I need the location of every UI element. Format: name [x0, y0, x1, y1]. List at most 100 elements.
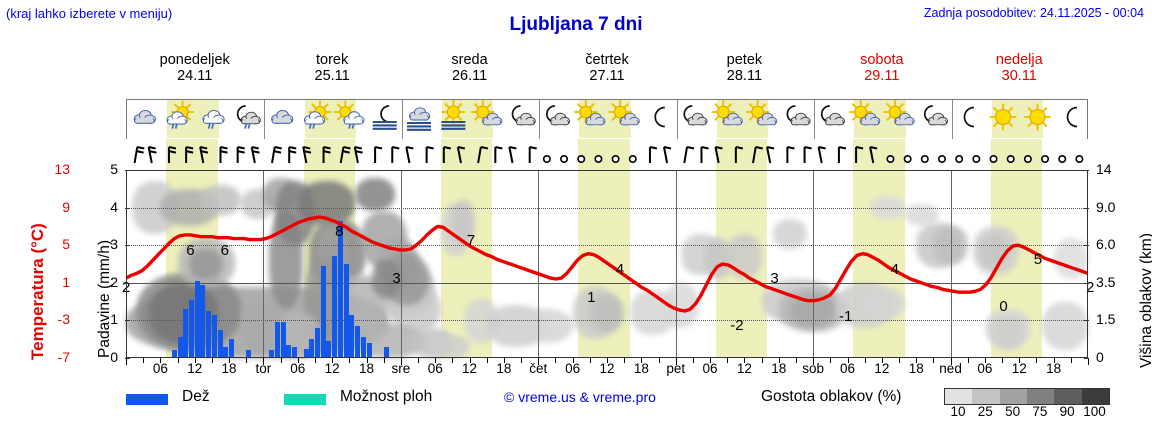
temp-label: 2 — [1086, 279, 1095, 297]
precip-bar — [383, 346, 389, 358]
cloud-tickmark-4 — [1084, 320, 1089, 322]
cloud-scale-step-5 — [1081, 389, 1109, 404]
xtick-label-4: 06 — [290, 361, 306, 376]
xtickmark — [383, 358, 385, 363]
precip-bar — [309, 339, 315, 358]
day-header-5: sobota 29.11 — [813, 52, 950, 84]
showers-legend-label: Možnost ploh — [340, 388, 433, 405]
precipitation-axis-title-text: Padavine (mm/h) — [96, 239, 113, 358]
precip-tickmark-5 — [125, 358, 130, 360]
last-update-label: Zadnja posodobitev: 24.11.2025 - 00:04 — [923, 6, 1144, 20]
precip-bar — [194, 280, 200, 358]
gridline-h-2 — [126, 245, 1088, 247]
precip-bar — [269, 349, 275, 358]
daylight-band-4 — [715, 139, 768, 170]
showers-legend-swatch — [284, 394, 326, 405]
day-separator-1 — [264, 100, 266, 139]
temp-label: 6 — [220, 241, 229, 259]
cloud-scale-tick-0: 10 — [950, 404, 966, 419]
cloud-scale-tick-3: 75 — [1032, 404, 1048, 419]
cloud-scale-tick-2: 50 — [1005, 404, 1021, 419]
cloud-density-scale — [944, 388, 1110, 405]
cloud-tick-2: 6.0 — [1096, 236, 1116, 253]
precip-bar — [366, 342, 372, 358]
xtick-label-14: 18 — [633, 361, 649, 376]
precip-bar — [246, 350, 252, 358]
day-date: 27.11 — [589, 68, 625, 84]
precip-bar — [314, 327, 320, 358]
xtickmark — [1053, 358, 1055, 363]
legend: Dež Možnost ploh © vreme.us & vreme.pro … — [126, 386, 1146, 419]
precip-tickmark-0 — [125, 170, 130, 172]
xtickmark — [280, 358, 282, 363]
xtickmark — [727, 358, 729, 363]
xtickmark — [332, 358, 334, 363]
xtickmark — [435, 358, 437, 363]
xtickmark — [641, 358, 643, 363]
day-date: 25.11 — [314, 68, 350, 84]
xtick-label-9: 12 — [462, 361, 478, 376]
cloud-scale-step-2 — [999, 389, 1027, 404]
precip-bar — [320, 265, 326, 358]
day-header-2: sreda 26.11 — [401, 52, 538, 84]
precip-bar — [211, 314, 217, 358]
day-separator-6 — [951, 100, 953, 139]
cloud-scale-tick-4: 90 — [1059, 404, 1075, 419]
xtick-label-26: 18 — [1046, 361, 1062, 376]
day-name: ponedeljek — [159, 52, 230, 68]
xtickmark — [211, 358, 213, 363]
temp-label: 1 — [587, 288, 596, 306]
precip-tickmark-3 — [125, 282, 130, 285]
day-name: sobota — [860, 52, 904, 68]
rain-legend-label: Dež — [182, 388, 210, 405]
xtickmark — [1019, 358, 1021, 363]
cloud-tick-4: 1.5 — [1096, 311, 1116, 328]
cloud-scale-step-3 — [1026, 389, 1055, 404]
cloud-blob — [870, 196, 905, 219]
xtickmark — [967, 358, 969, 363]
day-header-0: ponedeljek 24.11 — [126, 52, 263, 84]
temp-tick-3: 1 — [62, 273, 70, 290]
cloud-tickmark-2 — [1084, 245, 1089, 247]
cloud-scale-tick-1: 25 — [977, 404, 993, 419]
precip-bar — [200, 284, 206, 358]
cloud-blob — [148, 282, 218, 343]
xtickmark — [847, 358, 849, 363]
day-date: 24.11 — [177, 68, 213, 84]
xtickmark — [1088, 358, 1089, 365]
xtickmark — [469, 358, 471, 363]
cloud-tickmark-1 — [1084, 207, 1089, 210]
xtick-label-1: 12 — [187, 361, 203, 376]
xtickmark — [297, 358, 299, 363]
xtickmark — [624, 358, 626, 363]
cloud-blob — [990, 316, 1025, 351]
xtickmark — [761, 358, 763, 363]
temp-label: 3 — [392, 270, 401, 287]
precip-bar — [286, 344, 292, 358]
precip-bar — [349, 314, 355, 358]
page-title: Ljubljana 7 dni — [509, 14, 643, 35]
xtickmark — [246, 358, 248, 363]
xtick-label-0: 06 — [152, 361, 168, 376]
temp-label: -1 — [839, 307, 853, 325]
day-separator-4 — [676, 100, 678, 139]
cloud-blob — [372, 260, 401, 298]
xtick-label-24: 06 — [977, 361, 993, 376]
cloud-blob — [188, 248, 224, 280]
xtickmark — [555, 358, 557, 363]
temperature-axis-title: Temperatura (°C) — [8, 172, 47, 362]
cloud-height-axis-title-text: Višina oblakov (km) — [1138, 233, 1152, 368]
xtickmark — [126, 358, 127, 365]
xtickmark — [263, 358, 265, 365]
precip-tick-5: 0 — [110, 349, 118, 365]
precip-tick-1: 4 — [110, 198, 118, 215]
cloud-blob — [429, 335, 470, 358]
day-name: četrtek — [585, 52, 629, 68]
xtick-label-17: 12 — [736, 361, 752, 376]
precip-bar — [326, 341, 332, 358]
xtick-label-15: pet — [666, 361, 686, 376]
day-header-6: nedelja 30.11 — [951, 52, 1088, 84]
xtickmark — [710, 358, 712, 363]
copyright-link[interactable]: © vreme.us & vreme.pro — [504, 389, 656, 405]
cloud-blob — [979, 233, 1008, 268]
